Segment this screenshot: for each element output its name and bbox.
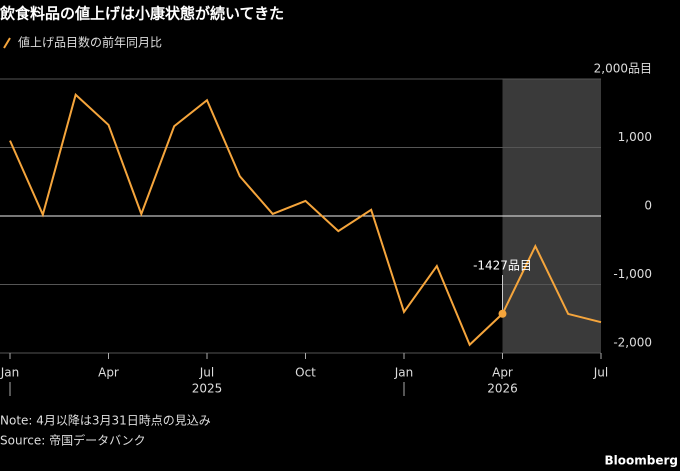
- annotated-point: [498, 309, 507, 318]
- year-label: 2025: [192, 382, 223, 396]
- y-tick-label: 0: [644, 199, 652, 213]
- x-tick-label: Oct: [295, 366, 316, 380]
- note: Note: 4月以降は3月31日時点の見込み: [0, 414, 211, 428]
- legend-swatch: [3, 37, 11, 49]
- y-tick-label: 1,000: [618, 130, 652, 144]
- legend-label: 値上げ品目数の前年同月比: [18, 35, 162, 50]
- x-tick-label: Apr: [492, 366, 513, 380]
- annotation: -1427品目: [473, 259, 532, 273]
- y-tick-label: -2,000: [613, 336, 652, 350]
- x-tick-label: Jan: [394, 366, 414, 380]
- chart-title: 飲食料品の値上げは小康状態が続いてきた: [0, 5, 284, 23]
- x-tick-label: Apr: [98, 366, 119, 380]
- brand: Bloomberg: [605, 454, 679, 468]
- x-tick-label: Jul: [199, 366, 214, 380]
- y-tick-label: -1,000: [613, 267, 652, 281]
- x-tick-label: Jul: [593, 366, 608, 380]
- x-tick-label: Jan: [0, 366, 19, 380]
- y-tick-label: 2,000品目: [594, 62, 652, 76]
- source: Source: 帝国データバンク: [0, 433, 146, 448]
- year-label: 2026: [487, 382, 518, 396]
